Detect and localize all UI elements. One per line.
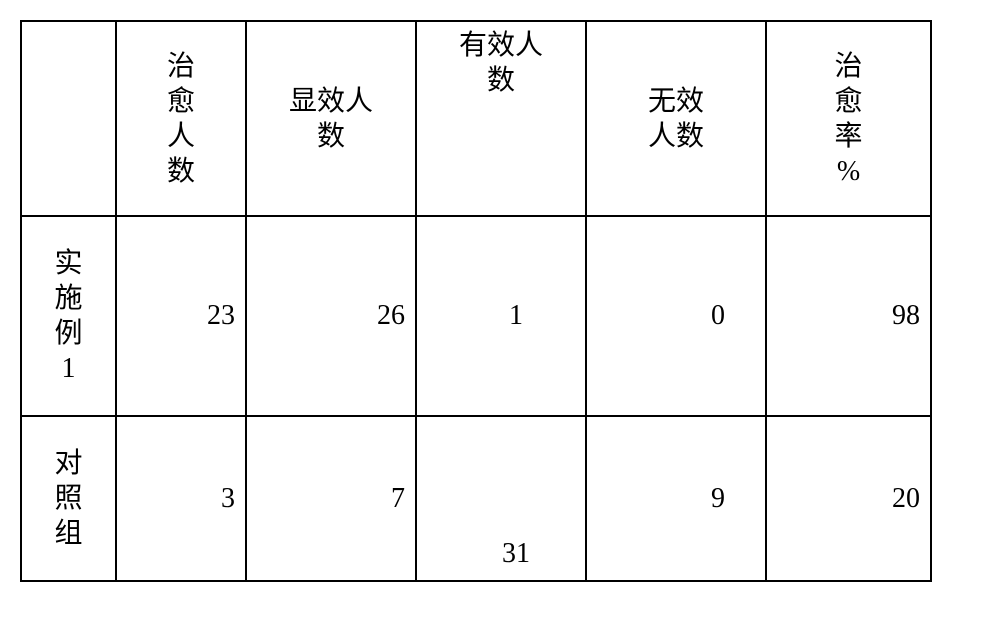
cell-ineffective: 9 <box>586 416 766 581</box>
header-marked-l2: 数 <box>317 121 345 152</box>
cell-marked: 26 <box>246 216 416 416</box>
header-effective-l2: 数 <box>487 65 515 96</box>
header-cured-l1: 治 <box>167 51 195 82</box>
row1-label-l4: 1 <box>62 353 76 384</box>
header-ineffective: 无效 人数 <box>586 21 766 216</box>
table-row: 对 照 组 3 7 31 9 20 <box>21 416 931 581</box>
table-row: 实 施 例 1 23 26 1 0 98 <box>21 216 931 416</box>
row2-label-l1: 对 <box>55 448 83 479</box>
cell-effective: 31 <box>416 416 586 581</box>
cell-cure-rate: 98 <box>766 216 931 416</box>
row1-label-l1: 实 <box>55 248 83 279</box>
header-rate-l2: 愈 <box>834 86 862 117</box>
row1-label-l2: 施 <box>55 283 83 314</box>
cell-cured: 23 <box>116 216 246 416</box>
row2-label-l2: 照 <box>55 483 83 514</box>
header-ineffective-l2: 人数 <box>648 121 704 152</box>
header-rate-l3: 率 <box>834 121 862 152</box>
data-table: 治 愈 人 数 显效人 数 有效人 数 无效 人数 <box>20 20 932 582</box>
row1-label-l3: 例 <box>55 318 83 349</box>
row2-label-l3: 组 <box>55 518 83 549</box>
header-rate-l1: 治 <box>834 51 862 82</box>
header-ineffective-l1: 无效 <box>648 86 704 117</box>
cell-cure-rate: 20 <box>766 416 931 581</box>
header-empty-cell <box>21 21 116 216</box>
header-cured-l4: 数 <box>167 156 195 187</box>
cell-ineffective: 0 <box>586 216 766 416</box>
header-cure-rate: 治 愈 率 % <box>766 21 931 216</box>
cell-marked: 7 <box>246 416 416 581</box>
row-label-control: 对 照 组 <box>21 416 116 581</box>
cell-cured: 3 <box>116 416 246 581</box>
header-effective: 有效人 数 <box>416 21 586 216</box>
header-effective-l1: 有效人 <box>459 30 543 61</box>
header-cured-l2: 愈 <box>167 86 195 117</box>
table-header-row: 治 愈 人 数 显效人 数 有效人 数 无效 人数 <box>21 21 931 216</box>
row-label-experimental: 实 施 例 1 <box>21 216 116 416</box>
cell-effective: 1 <box>416 216 586 416</box>
header-marked-l1: 显效人 <box>289 86 373 117</box>
header-cured-l3: 人 <box>167 121 195 152</box>
clinical-results-table: 治 愈 人 数 显效人 数 有效人 数 无效 人数 <box>20 20 932 582</box>
header-cured: 治 愈 人 数 <box>116 21 246 216</box>
header-marked: 显效人 数 <box>246 21 416 216</box>
header-rate-l4: % <box>837 156 860 187</box>
